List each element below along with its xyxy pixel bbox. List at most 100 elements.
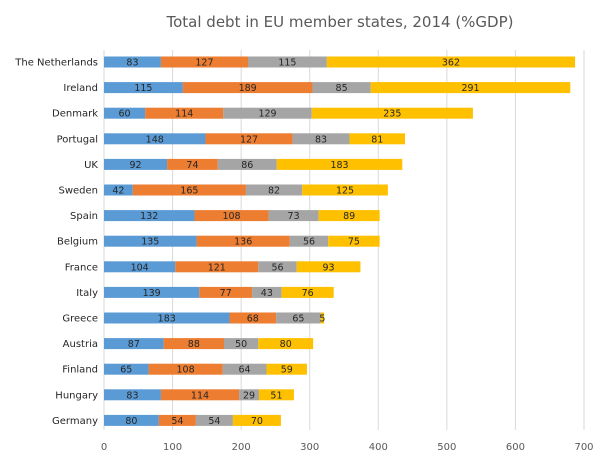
value-label-hungary-segment-2: 114 — [191, 390, 209, 401]
value-label-sweden-segment-3: 82 — [268, 186, 280, 197]
value-label-hungary-segment-4: 51 — [270, 390, 282, 401]
value-label-italy-segment-1: 139 — [143, 288, 161, 299]
value-label-belgium-segment-2: 136 — [234, 237, 252, 248]
value-label-uk-segment-3: 86 — [241, 160, 253, 171]
value-label-italy-segment-3: 43 — [261, 288, 273, 299]
value-label-sweden-segment-2: 165 — [180, 186, 198, 197]
x-tick-label-200: 200 — [232, 442, 251, 453]
bar-spain-segment-4 — [318, 210, 380, 222]
bar-ireland-segment-2 — [182, 82, 313, 94]
bar-the-netherlands-segment-1 — [104, 56, 161, 68]
value-label-finland-segment-4: 59 — [281, 365, 293, 376]
value-label-denmark-segment-2: 114 — [175, 109, 193, 120]
value-label-finland-segment-1: 65 — [120, 365, 132, 376]
bars — [104, 56, 576, 426]
bar-spain-segment-1 — [104, 210, 195, 222]
bar-germany-segment-4 — [232, 414, 281, 426]
category-label-ireland: Ireland — [63, 83, 98, 94]
bar-spain-segment-2 — [194, 210, 269, 222]
category-label-greece: Greece — [62, 314, 98, 325]
bar-the-netherlands-segment-2 — [160, 56, 248, 68]
bar-france-segment-1 — [104, 261, 176, 273]
chart-title: Total debt in EU member states, 2014 (%G… — [166, 13, 514, 31]
value-label-greece-segment-2: 68 — [247, 314, 259, 325]
bar-greece-segment-3 — [276, 312, 321, 324]
value-label-uk-segment-4: 183 — [330, 160, 348, 171]
value-label-austria-segment-4: 80 — [280, 339, 292, 350]
bar-sweden-segment-1 — [104, 184, 133, 196]
value-label-belgium-segment-1: 135 — [141, 237, 159, 248]
category-label-uk: UK — [84, 160, 98, 171]
value-label-austria-segment-3: 50 — [235, 339, 247, 350]
value-label-spain-segment-3: 73 — [288, 211, 300, 222]
category-labels: The Netherlands Ireland Denmark Portugal UK S… — [14, 58, 98, 427]
bar-uk-segment-1 — [104, 158, 168, 170]
bar-sweden-segment-3 — [245, 184, 303, 196]
bar-uk-segment-4 — [276, 158, 403, 170]
bar-austria-segment-2 — [163, 338, 224, 350]
value-label-the-netherlands-segment-3: 115 — [278, 58, 296, 69]
category-label-portugal: Portugal — [57, 134, 98, 145]
bar-denmark-segment-1 — [104, 107, 146, 119]
value-label-the-netherlands-segment-2: 127 — [195, 58, 213, 69]
bar-portugal-segment-3 — [292, 133, 350, 145]
value-label-ireland-segment-3: 85 — [336, 83, 348, 94]
x-tick-label-0: 0 — [101, 442, 107, 453]
value-label-france-segment-4: 93 — [323, 262, 335, 273]
value-label-the-netherlands-segment-1: 83 — [126, 58, 138, 69]
bar-france-segment-4 — [296, 261, 361, 273]
value-label-denmark-segment-4: 235 — [383, 109, 401, 120]
bar-the-netherlands-segment-4 — [326, 56, 576, 68]
bar-sweden-segment-2 — [132, 184, 246, 196]
category-label-france: France — [65, 262, 98, 273]
bar-ireland-segment-3 — [312, 82, 371, 94]
value-label-spain-segment-4: 89 — [343, 211, 355, 222]
bar-portugal-segment-1 — [104, 133, 206, 145]
x-tick-label-400: 400 — [369, 442, 388, 453]
bar-hungary-segment-4 — [258, 389, 294, 401]
value-label-france-segment-2: 121 — [208, 262, 226, 273]
bar-italy-segment-2 — [199, 286, 253, 298]
bar-france-segment-2 — [175, 261, 259, 273]
value-label-the-netherlands-segment-4: 362 — [442, 58, 460, 69]
bar-uk-segment-3 — [217, 158, 277, 170]
value-label-ireland-segment-2: 189 — [239, 83, 257, 94]
bar-italy-segment-1 — [104, 286, 200, 298]
value-label-belgium-segment-4: 75 — [348, 237, 360, 248]
value-label-greece-segment-1: 183 — [158, 314, 176, 325]
bar-portugal-segment-4 — [349, 133, 406, 145]
bar-hungary-segment-1 — [104, 389, 161, 401]
bar-spain-segment-3 — [268, 210, 319, 222]
value-label-portugal-segment-2: 127 — [240, 134, 258, 145]
value-label-germany-segment-2: 54 — [171, 416, 183, 427]
value-label-hungary-segment-1: 83 — [126, 390, 138, 401]
bar-austria-segment-1 — [104, 338, 164, 350]
category-label-austria: Austria — [63, 339, 98, 350]
value-label-finland-segment-3: 64 — [239, 365, 251, 376]
x-tick-label-100: 100 — [163, 442, 182, 453]
category-label-the-netherlands: The Netherlands — [14, 58, 98, 69]
value-label-portugal-segment-4: 81 — [371, 134, 383, 145]
bar-greece-segment-4 — [320, 312, 325, 324]
value-label-uk-segment-2: 74 — [186, 160, 198, 171]
value-label-portugal-segment-3: 83 — [315, 134, 327, 145]
value-label-austria-segment-2: 88 — [188, 339, 200, 350]
value-label-hungary-segment-3: 29 — [243, 390, 255, 401]
x-tick-label-500: 500 — [437, 442, 456, 453]
bar-finland-segment-2 — [148, 363, 223, 375]
bar-austria-segment-4 — [258, 338, 314, 350]
bar-france-segment-3 — [258, 261, 297, 273]
value-label-belgium-segment-3: 56 — [303, 237, 315, 248]
value-label-portugal-segment-1: 148 — [146, 134, 164, 145]
bar-finland-segment-4 — [266, 363, 307, 375]
bar-germany-segment-3 — [195, 414, 233, 426]
bar-belgium-segment-3 — [289, 235, 329, 247]
bar-hungary-segment-2 — [160, 389, 240, 401]
value-label-denmark-segment-1: 60 — [119, 109, 131, 120]
value-label-france-segment-3: 56 — [271, 262, 283, 273]
value-label-spain-segment-1: 132 — [140, 211, 158, 222]
value-labels: 83 127 115 362 115 189 85 291 60 114 129 235 148 127 8… — [112, 58, 479, 427]
bar-finland-segment-3 — [222, 363, 267, 375]
x-tick-label-600: 600 — [506, 442, 525, 453]
category-label-italy: Italy — [76, 288, 98, 299]
